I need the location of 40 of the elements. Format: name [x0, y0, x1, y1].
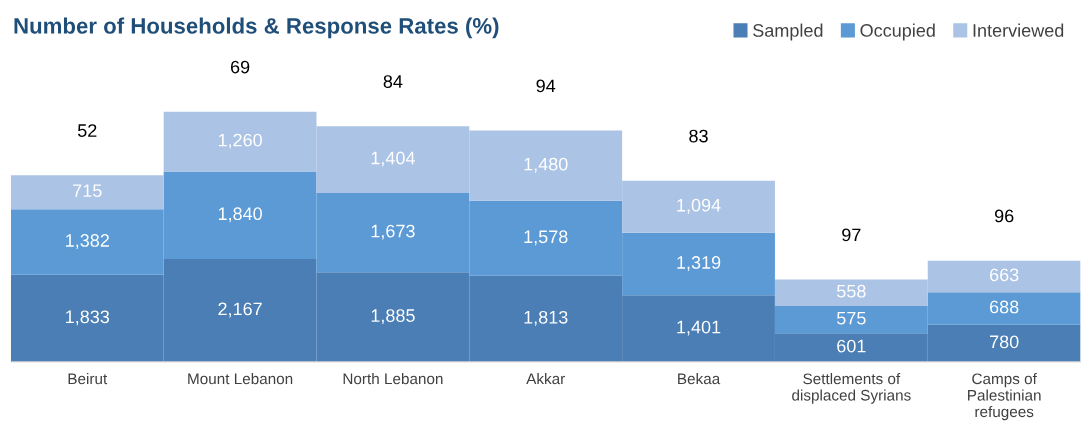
data-label: 1,480	[524, 157, 568, 173]
x-tick-label: Mount Lebanon	[188, 372, 293, 385]
data-label: 780	[990, 335, 1019, 349]
data-label: 575	[837, 311, 866, 325]
x-tick-label: Settlements of displaced Syrians	[792, 372, 911, 404]
data-label: 1,319	[677, 256, 721, 271]
x-tick-label: Bekaa	[678, 372, 721, 385]
x-tick-label: Beirut	[68, 372, 108, 385]
annotation: 69	[230, 60, 250, 74]
data-label: 601	[837, 339, 866, 353]
legend-label: Sampled	[753, 23, 823, 41]
x-tick-label: North Lebanon	[343, 372, 443, 385]
data-label: 715	[73, 184, 102, 198]
data-label: 2,167	[218, 302, 262, 318]
data-label: 558	[837, 284, 866, 298]
data-label: 1,813	[524, 310, 568, 326]
data-label: 1,094	[677, 198, 721, 214]
data-label: 1,404	[371, 151, 415, 167]
annotation: 96	[994, 209, 1014, 223]
data-label: 1,885	[371, 309, 415, 325]
legend-label: Occupied	[860, 23, 935, 41]
x-tick-label: Camps of Palestinian refugees	[968, 373, 1041, 421]
annotation: 52	[77, 124, 97, 137]
data-label: 1,382	[66, 234, 109, 249]
data-label: 1,840	[218, 207, 262, 223]
data-label: 1,673	[371, 224, 415, 240]
annotation: 97	[842, 228, 861, 242]
data-label: 688	[990, 300, 1019, 314]
annotation: 83	[689, 129, 708, 143]
data-label: 1,578	[524, 230, 568, 246]
data-label: 1,833	[66, 310, 110, 326]
bar	[10, 175, 164, 210]
legend-label: Interviewed	[973, 23, 1064, 37]
x-tick-label: Akkar	[526, 372, 565, 385]
data-label: 663	[990, 268, 1019, 282]
data-label: 1,401	[677, 320, 721, 336]
chart-title: Number of Households & Response Rates (%)	[14, 17, 499, 39]
annotation: 94	[536, 79, 556, 93]
data-label: 1,260	[218, 133, 262, 149]
annotation: 84	[383, 75, 403, 88]
